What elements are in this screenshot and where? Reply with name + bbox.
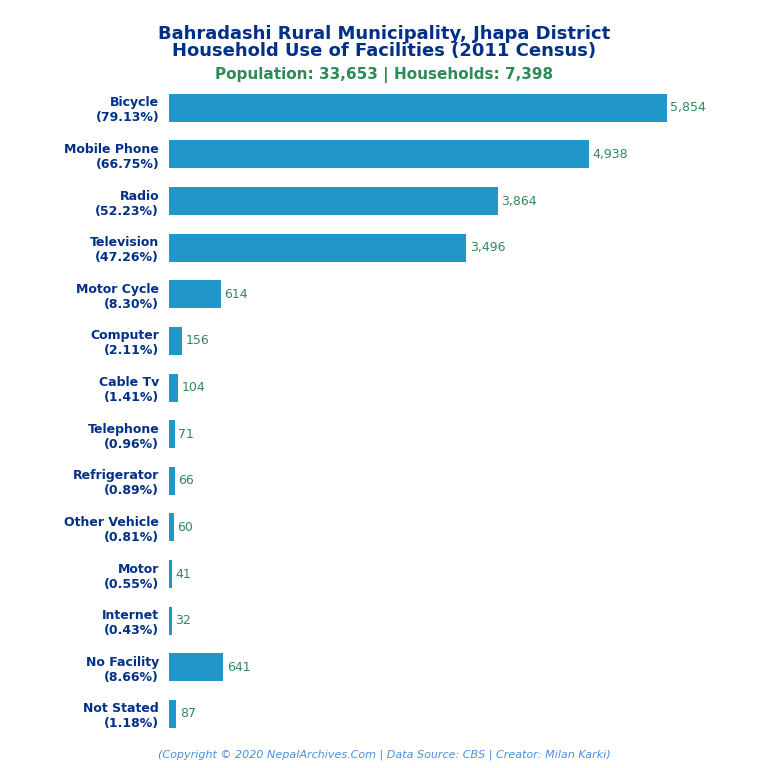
Text: 71: 71: [178, 428, 194, 441]
Bar: [169, 700, 177, 728]
Bar: [169, 654, 223, 681]
Bar: [169, 233, 466, 262]
Text: 641: 641: [227, 660, 250, 674]
Bar: [169, 607, 172, 634]
Text: 614: 614: [224, 288, 248, 301]
Text: Population: 33,653 | Households: 7,398: Population: 33,653 | Households: 7,398: [215, 67, 553, 83]
Text: (Copyright © 2020 NepalArchives.Com | Data Source: CBS | Creator: Milan Karki): (Copyright © 2020 NepalArchives.Com | Da…: [157, 750, 611, 760]
Text: Household Use of Facilities (2011 Census): Household Use of Facilities (2011 Census…: [172, 42, 596, 60]
Text: Bahradashi Rural Municipality, Jhapa District: Bahradashi Rural Municipality, Jhapa Dis…: [158, 25, 610, 42]
Text: 3,864: 3,864: [501, 194, 537, 207]
Text: 66: 66: [178, 475, 194, 488]
Bar: [169, 94, 667, 122]
Bar: [169, 187, 498, 215]
Text: 5,854: 5,854: [670, 101, 707, 114]
Bar: [169, 141, 589, 168]
Bar: [169, 373, 178, 402]
Bar: [169, 514, 174, 541]
Bar: [169, 467, 174, 495]
Text: 3,496: 3,496: [470, 241, 505, 254]
Bar: [169, 280, 221, 308]
Text: 156: 156: [186, 334, 210, 347]
Text: 104: 104: [181, 381, 205, 394]
Text: 60: 60: [177, 521, 194, 534]
Text: 4,938: 4,938: [592, 148, 628, 161]
Bar: [169, 560, 173, 588]
Bar: [169, 327, 182, 355]
Text: 41: 41: [176, 568, 191, 581]
Text: 87: 87: [180, 707, 196, 720]
Text: 32: 32: [175, 614, 190, 627]
Bar: [169, 420, 175, 449]
